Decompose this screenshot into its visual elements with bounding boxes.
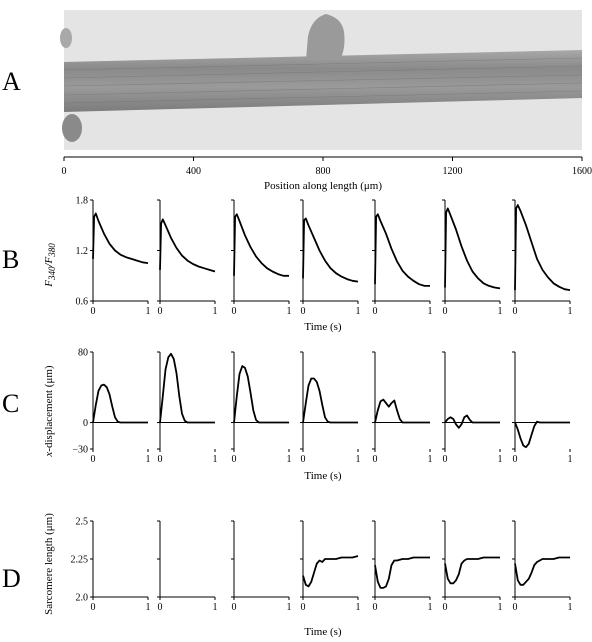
y-tick-label: 2.25 — [71, 555, 89, 566]
x-tick-label: 0 — [513, 306, 518, 317]
scale-tick-label: 1200 — [443, 166, 463, 177]
y-tick-label: 0 — [83, 418, 88, 429]
trace-line — [159, 352, 215, 424]
fibre-striations — [63, 57, 583, 104]
trace-line — [92, 383, 148, 424]
x-tick-label: 0 — [373, 602, 378, 613]
y-tick-label: 0.6 — [76, 297, 89, 308]
y-tick-label: 1.8 — [76, 196, 89, 207]
trace-line — [302, 217, 359, 283]
panel-letter-a: A — [2, 67, 21, 96]
muscle-fibre — [64, 50, 582, 112]
x-tick-label: 1 — [213, 454, 218, 465]
y-tick-label: 2.0 — [76, 593, 89, 604]
x-tick-label: 0 — [301, 306, 306, 317]
x-tick-label: 1 — [428, 454, 433, 465]
x-tick-label: 0 — [301, 602, 306, 613]
panel-letter-c: C — [2, 389, 19, 418]
x-tick-label: 1 — [356, 306, 361, 317]
x-tick-label: 0 — [158, 602, 163, 613]
x-tick-label: 0 — [443, 454, 448, 465]
x-tick-label: 1 — [568, 602, 573, 613]
x-tick-label: 1 — [356, 602, 361, 613]
edge-debris-top — [60, 28, 72, 48]
x-tick-label: 1 — [287, 454, 292, 465]
x-tick-label: 0 — [443, 602, 448, 613]
x-tick-label: 0 — [513, 602, 518, 613]
scale-tick-label: 1600 — [572, 166, 592, 177]
x-tick-label: 0 — [443, 306, 448, 317]
trace-line — [302, 377, 358, 424]
scale-axis-label: Position along length (μm) — [264, 180, 382, 192]
x-tick-label: 1 — [287, 306, 292, 317]
x-tick-label: 1 — [356, 454, 361, 465]
trace-line — [233, 365, 289, 424]
x-tick-label: 0 — [513, 454, 518, 465]
trace-line — [514, 204, 571, 291]
scale-tick-label: 0 — [62, 166, 67, 177]
x-tick-label: 1 — [146, 306, 151, 317]
trace-line — [514, 556, 570, 586]
x-tick-label: 0 — [158, 454, 163, 465]
trace-line — [159, 218, 216, 273]
scale-tick-label: 400 — [186, 166, 201, 177]
trace-line — [302, 555, 359, 588]
x-tick-label: 0 — [301, 454, 306, 465]
trace-line — [444, 414, 500, 429]
trace-line — [374, 213, 430, 287]
scale-tick-label: 800 — [316, 166, 331, 177]
x-tick-label: 1 — [146, 602, 151, 613]
micrograph — [60, 10, 583, 150]
x-tick-label: 1 — [568, 306, 573, 317]
x-tick-label: 1 — [428, 306, 433, 317]
y-tick-label: 80 — [78, 348, 88, 359]
x-tick-label: 1 — [428, 602, 433, 613]
panel-d-sarcomere-traces: 0 12.52.252.00 1 0 1 0 1 0 1 0 1 0 1 — [71, 517, 573, 614]
x-tick-label: 0 — [232, 306, 237, 317]
panel-letter-d: D — [2, 564, 21, 593]
trace-line — [374, 556, 430, 589]
x-tick-label: 1 — [146, 454, 151, 465]
x-tick-label: 0 — [232, 602, 237, 613]
trace-line — [444, 207, 501, 290]
panel-b-ylabel: F340/F380 — [43, 243, 57, 288]
panel-b-xlabel: Time (s) — [304, 321, 342, 333]
x-tick-label: 0 — [91, 602, 96, 613]
trace-line — [374, 398, 430, 424]
x-tick-label: 0 — [232, 454, 237, 465]
attached-cell-debris — [306, 14, 345, 60]
trace-line — [444, 556, 500, 585]
x-tick-label: 0 — [91, 454, 96, 465]
y-tick-label: 1.2 — [76, 246, 89, 257]
x-tick-label: 0 — [373, 306, 378, 317]
x-tick-label: 1 — [287, 602, 292, 613]
panel-letter-b: B — [2, 245, 19, 274]
y-tick-label: 2.5 — [76, 517, 89, 528]
x-tick-label: 1 — [568, 454, 573, 465]
x-tick-label: 1 — [213, 306, 218, 317]
scale-axis: 0 400 800 1200 1600 Position along length (μ… — [62, 156, 592, 192]
trace-line — [233, 213, 289, 277]
edge-debris — [62, 114, 82, 142]
panel-b-calcium-traces: 0 11.81.20.60 1 0 1 0 1 0 1 0 1 0 1 — [76, 196, 573, 318]
x-tick-label: 0 — [158, 306, 163, 317]
y-tick-label: −30 — [72, 445, 88, 456]
x-tick-label: 1 — [498, 306, 503, 317]
x-tick-label: 1 — [498, 602, 503, 613]
x-tick-label: 0 — [91, 306, 96, 317]
x-tick-label: 0 — [373, 454, 378, 465]
trace-line — [514, 420, 570, 449]
trace-line — [92, 212, 149, 264]
panel-d-ylabel: Sarcomere length (μm) — [43, 513, 55, 615]
x-tick-label: 1 — [213, 602, 218, 613]
panel-c-ylabel: x-displacement (μm) — [43, 365, 55, 457]
panel-d-xlabel: Time (s) — [304, 626, 342, 638]
x-tick-label: 1 — [498, 454, 503, 465]
panel-c-xlabel: Time (s) — [304, 470, 342, 482]
